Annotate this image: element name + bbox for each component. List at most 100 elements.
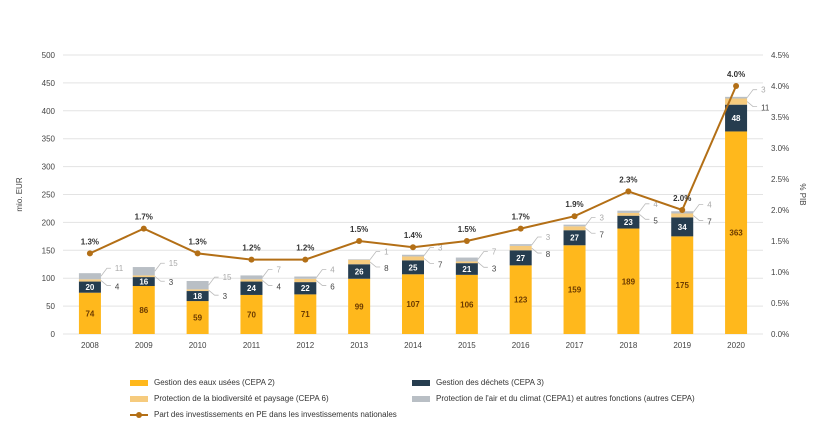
data-label: 3 (761, 86, 766, 95)
line-data-label: 1.2% (296, 244, 314, 253)
bar-segment (509, 244, 532, 246)
label-leader (423, 247, 434, 256)
bar-segment (617, 210, 640, 213)
data-label: 16 (139, 278, 148, 287)
data-label: 189 (622, 277, 636, 286)
line-data-label: 1.9% (565, 200, 583, 209)
bar-segment (132, 286, 155, 334)
legend-item-line: Part des investissements en PE dans les … (130, 410, 397, 419)
line-point (571, 213, 578, 220)
line-data-label: 1.3% (188, 237, 206, 246)
x-tick-label: 2016 (512, 341, 530, 350)
bar-segment (240, 279, 263, 282)
data-label: 5 (653, 216, 658, 225)
x-tick-label: 2008 (81, 341, 99, 350)
bar-segment (617, 212, 640, 216)
label-leader (692, 203, 704, 213)
y-tick-label: 400 (42, 107, 56, 116)
line-point (86, 250, 93, 257)
y2-tick-label: 3.0% (771, 144, 789, 153)
bar-segment (294, 294, 317, 334)
data-label: 107 (406, 300, 420, 309)
label-leader (154, 275, 165, 282)
legend-label: Protection de l'air et du climat (CEPA1)… (436, 394, 695, 403)
label-leader (531, 236, 542, 246)
bar-segment (402, 254, 424, 257)
y-tick-label: 350 (42, 135, 56, 144)
data-label: 15 (223, 273, 232, 282)
bar-segment (186, 291, 209, 302)
bar-segment (725, 104, 748, 132)
label-leader (531, 247, 542, 254)
line-data-label: 1.2% (242, 244, 260, 253)
label-leader (100, 267, 111, 277)
y2-tick-label: 0.5% (771, 299, 789, 308)
data-label: 6 (330, 282, 335, 291)
bar-segment (455, 263, 478, 275)
bar-segment (132, 267, 155, 276)
bar-segment (671, 217, 694, 237)
bar-segment (294, 276, 317, 279)
line-point (463, 238, 470, 244)
label-leader (585, 227, 596, 234)
data-label: 34 (678, 223, 687, 232)
data-label: 21 (462, 265, 471, 274)
data-label: 106 (460, 300, 474, 309)
y-axis-label: mio. EUR (15, 177, 24, 211)
bar-segment (294, 282, 317, 295)
label-leader (746, 89, 758, 98)
bar-segment (186, 301, 209, 334)
line-point (302, 256, 309, 263)
label-leader (316, 280, 327, 286)
bar-segment (563, 226, 586, 231)
line-point (625, 188, 632, 195)
legend-swatch (130, 395, 148, 402)
label-leader (423, 258, 434, 264)
bar-segment (509, 265, 532, 334)
bar-segment (563, 230, 586, 246)
label-leader (639, 203, 650, 213)
bar-segment (563, 245, 586, 334)
data-label: 3 (492, 264, 497, 273)
line-data-label: 1.7% (512, 213, 530, 222)
y2-axis-label: % PIB (798, 183, 807, 205)
legend-swatch (412, 379, 430, 386)
legend-label: Protection de la biodiversité et paysage… (154, 394, 329, 403)
data-label: 15 (169, 259, 178, 268)
legend-item-dechets: Gestion des déchets (CEPA 3) (412, 378, 544, 387)
bar-segment (78, 279, 101, 282)
data-label: 27 (570, 234, 579, 243)
data-label: 3 (223, 292, 228, 301)
x-tick-label: 2017 (566, 341, 584, 350)
bar-segment (186, 280, 209, 290)
x-tick-label: 2009 (135, 341, 153, 350)
data-label: 4 (330, 266, 335, 275)
x-tick-label: 2010 (189, 341, 207, 350)
line-data-label: 1.3% (81, 237, 99, 246)
y2-tick-label: 1.5% (771, 237, 789, 246)
y-tick-label: 300 (42, 163, 56, 172)
line-point (194, 250, 201, 257)
line-point (679, 207, 686, 213)
label-leader (746, 101, 758, 107)
label-leader (154, 262, 165, 272)
label-leader (208, 276, 219, 286)
data-label: 24 (247, 284, 256, 293)
bar-segment (132, 275, 155, 278)
data-label: 7 (600, 230, 605, 239)
y2-tick-label: 2.5% (771, 175, 789, 184)
data-label: 99 (355, 302, 364, 311)
bar-segment (509, 245, 532, 251)
legend-label: Part des investissements en PE dans les … (154, 410, 397, 419)
y-tick-label: 500 (42, 51, 56, 60)
y2-tick-label: 0.0% (771, 330, 789, 339)
line-point (356, 238, 363, 244)
bar-segment (455, 261, 478, 264)
y2-tick-label: 4.0% (771, 82, 789, 91)
line-data-label: 1.4% (404, 231, 422, 240)
data-label: 48 (732, 114, 741, 123)
data-label: 25 (409, 263, 418, 272)
data-label: 4 (115, 282, 120, 291)
data-label: 1 (384, 248, 389, 257)
